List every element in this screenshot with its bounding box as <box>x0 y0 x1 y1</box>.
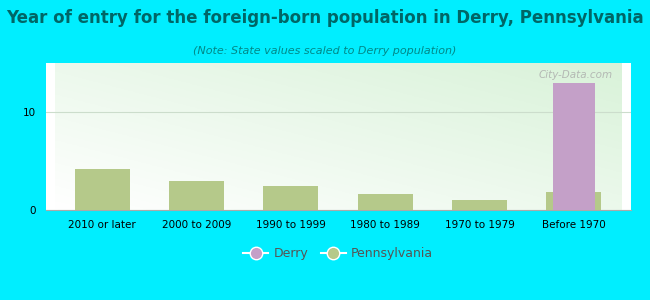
Text: Year of entry for the foreign-born population in Derry, Pennsylvania: Year of entry for the foreign-born popul… <box>6 9 644 27</box>
Bar <box>552 82 595 210</box>
Bar <box>358 194 413 210</box>
Bar <box>263 185 318 210</box>
Legend: Derry, Pennsylvania: Derry, Pennsylvania <box>239 242 437 266</box>
Bar <box>169 181 224 210</box>
Bar <box>75 169 130 210</box>
Bar <box>546 192 601 210</box>
Text: (Note: State values scaled to Derry population): (Note: State values scaled to Derry popu… <box>193 46 457 56</box>
Bar <box>452 200 507 210</box>
Text: City-Data.com: City-Data.com <box>539 70 613 80</box>
